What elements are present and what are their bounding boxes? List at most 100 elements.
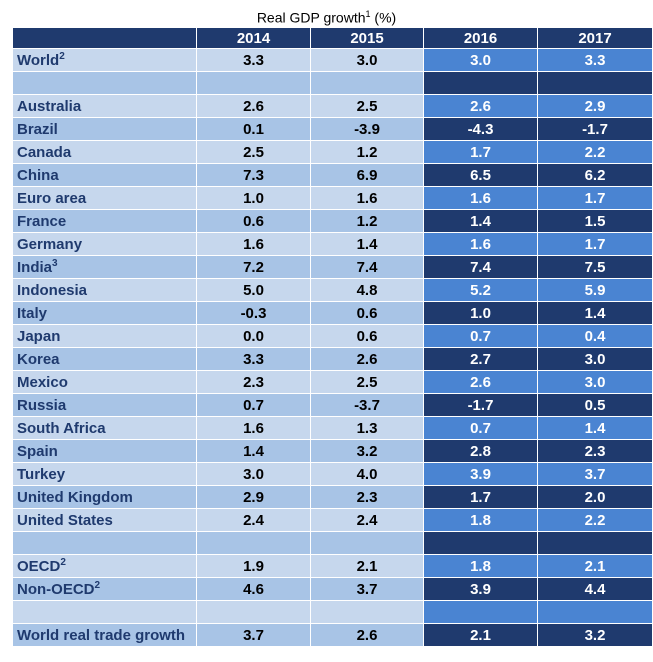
- row-label: Korea: [12, 347, 197, 371]
- table-row: World2 3.3 3.0 3.0 3.3: [12, 48, 653, 72]
- header-row: 2014 2015 2016 2017: [12, 27, 653, 49]
- value-cell-2016: 2.6: [423, 94, 538, 118]
- row-label: Euro area: [12, 186, 197, 210]
- value-cell-2014: 1.6: [196, 416, 311, 440]
- value-cell-2017: 3.2: [537, 623, 653, 647]
- value-cell-2016: 1.8: [423, 554, 538, 578]
- value-cell-2017: 1.7: [537, 186, 653, 210]
- value-cell-2016: 2.8: [423, 439, 538, 463]
- value-cell-2017: 1.7: [537, 232, 653, 256]
- value-cell-2014: 3.3: [196, 347, 311, 371]
- value-cell-2016: [423, 71, 538, 95]
- row-label: Non-OECD2: [12, 577, 197, 601]
- row-label-text: Euro area: [17, 189, 87, 207]
- value-cell-2014: 0.0: [196, 324, 311, 348]
- row-label: United Kingdom: [12, 485, 197, 509]
- table-row: World real trade growth 3.7 2.6 2.1 3.2: [12, 623, 653, 647]
- table-row: Korea 3.3 2.6 2.7 3.0: [12, 347, 653, 371]
- value-cell-2014: [196, 71, 311, 95]
- value-cell-2014: 3.7: [196, 623, 311, 647]
- table-row: China 7.3 6.9 6.5 6.2: [12, 163, 653, 187]
- value-cell-2017: 2.0: [537, 485, 653, 509]
- table-row: Canada 2.5 1.2 1.7 2.2: [12, 140, 653, 164]
- table-row: Russia 0.7 -3.7 -1.7 0.5: [12, 393, 653, 417]
- row-label-text: OECD: [17, 557, 61, 575]
- value-cell-2017: 2.9: [537, 94, 653, 118]
- row-label-text: United States: [17, 511, 113, 529]
- row-label: [12, 531, 197, 555]
- value-cell-2015: [310, 600, 424, 624]
- row-label: OECD2: [12, 554, 197, 578]
- column-header: 2015: [310, 27, 424, 49]
- row-label: Russia: [12, 393, 197, 417]
- value-cell-2016: 1.4: [423, 209, 538, 233]
- value-cell-2015: 4.0: [310, 462, 424, 486]
- value-cell-2016: 0.7: [423, 324, 538, 348]
- table-row: United States 2.4 2.4 1.8 2.2: [12, 508, 653, 532]
- value-cell-2017: 3.0: [537, 347, 653, 371]
- row-label: Japan: [12, 324, 197, 348]
- value-cell-2016: -1.7: [423, 393, 538, 417]
- value-cell-2017: [537, 71, 653, 95]
- value-cell-2016: -4.3: [423, 117, 538, 141]
- value-cell-2014: 1.6: [196, 232, 311, 256]
- row-label: [12, 600, 197, 624]
- row-label-text: World: [17, 51, 60, 69]
- row-label: Australia: [12, 94, 197, 118]
- row-label-text: Turkey: [17, 465, 66, 483]
- value-cell-2014: 3.3: [196, 48, 311, 72]
- value-cell-2016: 3.9: [423, 462, 538, 486]
- value-cell-2014: [196, 531, 311, 555]
- row-label-text: Indonesia: [17, 281, 88, 299]
- value-cell-2016: 5.2: [423, 278, 538, 302]
- value-cell-2014: 1.4: [196, 439, 311, 463]
- row-label: World real trade growth: [12, 623, 197, 647]
- value-cell-2014: 3.0: [196, 462, 311, 486]
- value-cell-2016: 6.5: [423, 163, 538, 187]
- value-cell-2015: 1.4: [310, 232, 424, 256]
- table-row: South Africa 1.6 1.3 0.7 1.4: [12, 416, 653, 440]
- value-cell-2017: [537, 600, 653, 624]
- table-row: Non-OECD2 4.6 3.7 3.9 4.4: [12, 577, 653, 601]
- value-cell-2016: 2.7: [423, 347, 538, 371]
- row-label-text: Canada: [17, 143, 72, 161]
- value-cell-2016: 0.7: [423, 416, 538, 440]
- value-cell-2015: 0.6: [310, 301, 424, 325]
- row-label: Turkey: [12, 462, 197, 486]
- value-cell-2015: 7.4: [310, 255, 424, 279]
- table-row: Japan 0.0 0.6 0.7 0.4: [12, 324, 653, 348]
- footnote-marker: 2: [59, 50, 65, 62]
- row-label: United States: [12, 508, 197, 532]
- title-footnote-marker: 1: [365, 9, 371, 19]
- row-label-text: Germany: [17, 235, 83, 253]
- row-label: Indonesia: [12, 278, 197, 302]
- value-cell-2016: 7.4: [423, 255, 538, 279]
- row-label: Italy: [12, 301, 197, 325]
- value-cell-2014: -0.3: [196, 301, 311, 325]
- table-title: Real GDP growth1 (%): [0, 0, 653, 26]
- value-cell-2017: [537, 531, 653, 555]
- value-cell-2017: 1.5: [537, 209, 653, 233]
- value-cell-2015: 3.2: [310, 439, 424, 463]
- value-cell-2016: 1.0: [423, 301, 538, 325]
- value-cell-2015: 2.1: [310, 554, 424, 578]
- value-cell-2015: 2.3: [310, 485, 424, 509]
- column-header: 2017: [537, 27, 653, 49]
- row-label-text: Mexico: [17, 373, 68, 391]
- value-cell-2016: 3.0: [423, 48, 538, 72]
- row-label: Mexico: [12, 370, 197, 394]
- value-cell-2015: 2.5: [310, 370, 424, 394]
- value-cell-2017: 1.4: [537, 301, 653, 325]
- title-unit: (%): [374, 9, 397, 26]
- row-label-text: Spain: [17, 442, 58, 460]
- value-cell-2014: 0.7: [196, 393, 311, 417]
- value-cell-2014: 2.9: [196, 485, 311, 509]
- row-label: China: [12, 163, 197, 187]
- value-cell-2017: 5.9: [537, 278, 653, 302]
- row-label: Brazil: [12, 117, 197, 141]
- value-cell-2014: 2.4: [196, 508, 311, 532]
- value-cell-2014: 7.3: [196, 163, 311, 187]
- value-cell-2015: 1.3: [310, 416, 424, 440]
- value-cell-2014: 5.0: [196, 278, 311, 302]
- spacer-row: [12, 71, 653, 95]
